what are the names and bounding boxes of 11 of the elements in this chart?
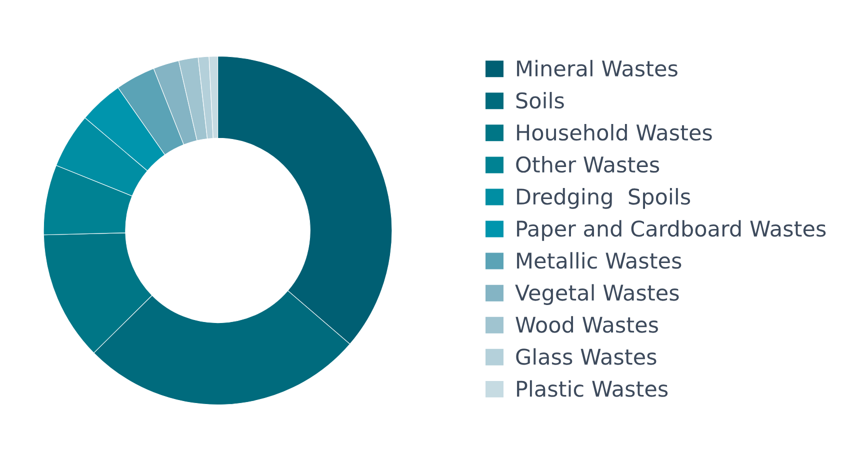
legend-label: Wood Wastes bbox=[516, 316, 658, 333]
legend-label: Paper and Cardboard Wastes bbox=[517, 220, 826, 241]
legend-label: Household Wastes bbox=[517, 124, 712, 141]
legend-label: Soils bbox=[516, 92, 564, 109]
legend-label: Metallic Wastes bbox=[517, 252, 682, 269]
legend-label: Other Wastes bbox=[516, 156, 660, 173]
legend-label: Dredging Spoils bbox=[517, 188, 690, 209]
legend-label: Vegetal Wastes bbox=[515, 284, 679, 305]
legend-label: Plastic Wastes bbox=[517, 380, 668, 397]
legend-label: Mineral Wastes bbox=[517, 60, 678, 77]
legend-label: Glass Wastes bbox=[516, 348, 656, 365]
